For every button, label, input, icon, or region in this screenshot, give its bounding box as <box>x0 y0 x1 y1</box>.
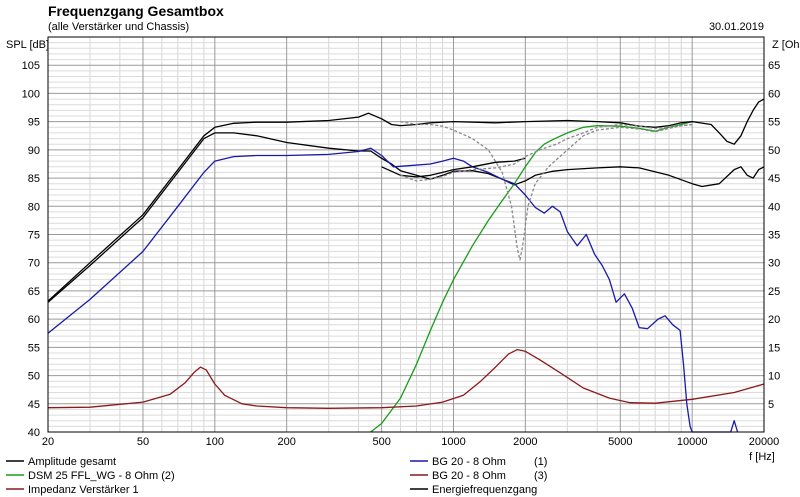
chart-subtitle: (alle Verstärker und Chassis) <box>48 21 189 33</box>
x-tick-label: 5000 <box>608 436 632 448</box>
series-lines <box>47 98 765 433</box>
legend-suffix-bg20-1: (1) <box>534 456 547 468</box>
series-line-2 <box>47 348 765 409</box>
y2-tick-label: 35 <box>768 230 780 242</box>
y-tick-label: 55 <box>28 342 40 354</box>
y-axis-label: SPL [dB] <box>6 39 49 51</box>
y2-tick-label: 25 <box>768 286 780 298</box>
y2-tick-label: 45 <box>768 173 780 185</box>
x-tick-label: 20 <box>42 436 54 448</box>
legend-label-energy: Energiefrequenzgang <box>432 484 537 496</box>
y2-tick-label: 55 <box>768 117 780 129</box>
series-line-6 <box>400 120 693 261</box>
y2-tick-label: 65 <box>768 60 780 72</box>
y2-tick-label: 10 <box>768 371 780 383</box>
y-tick-label: 70 <box>28 258 40 270</box>
y2-tick-label: 20 <box>768 314 780 326</box>
x-tick-label: 20000 <box>749 436 780 448</box>
x-tick-label: 2000 <box>513 436 537 448</box>
series-line-3 <box>47 147 739 433</box>
y2-tick-label: 50 <box>768 145 780 157</box>
y-tick-label: 75 <box>28 230 40 242</box>
y-tick-label: 40 <box>28 427 40 439</box>
legend-label-dsm25: DSM 25 FFL_WG - 8 Ohm (2) <box>28 470 175 482</box>
y2-tick-labels: 5 10 15 20 25 30 35 40 45 50 55 60 65 <box>768 60 780 411</box>
y-tick-label: 80 <box>28 201 40 213</box>
y2-tick-label: 30 <box>768 258 780 270</box>
x-tick-label: 50 <box>137 436 149 448</box>
legend-label-impedance: Impedanz Verstärker 1 <box>28 484 139 496</box>
y2-tick-label: 40 <box>768 201 780 213</box>
y-tick-label: 65 <box>28 286 40 298</box>
y-tick-label: 105 <box>22 60 40 72</box>
y-tick-label: 45 <box>28 399 40 411</box>
legend-label-bg20-3: BG 20 - 8 Ohm <box>432 470 506 482</box>
x-tick-label: 500 <box>372 436 390 448</box>
series-line-1 <box>370 120 693 433</box>
y-tick-labels: 40 45 50 55 60 65 70 75 80 85 90 95 100 105 <box>22 60 40 439</box>
y-tick-label: 100 <box>22 88 40 100</box>
series-line-4 <box>47 98 765 302</box>
x-tick-label: 10000 <box>677 436 708 448</box>
x-tick-labels: 20 50 100 200 500 1000 2000 5000 10000 20000 <box>42 436 779 448</box>
legend-label-bg20-1: BG 20 - 8 Ohm <box>432 456 506 468</box>
y2-tick-label: 15 <box>768 342 780 354</box>
y-tick-label: 60 <box>28 314 40 326</box>
series-line-0 <box>47 132 765 303</box>
x-axis-label: f [Hz] <box>749 451 775 463</box>
y-tick-label: 50 <box>28 371 40 383</box>
chart-date: 30.01.2019 <box>709 21 764 33</box>
y-tick-label: 90 <box>28 145 40 157</box>
legend-label-amplitude: Amplitude gesamt <box>28 456 116 468</box>
x-tick-label: 200 <box>277 436 295 448</box>
y-tick-label: 85 <box>28 173 40 185</box>
x-tick-label: 100 <box>206 436 224 448</box>
y2-tick-label: 60 <box>768 88 780 100</box>
y-tick-label: 95 <box>28 117 40 129</box>
chart-title: Frequenzgang Gesamtbox <box>48 3 224 19</box>
legend: Amplitude gesamt DSM 25 FFL_WG - 8 Ohm (… <box>6 456 547 496</box>
legend-suffix-bg20-3: (3) <box>534 470 547 482</box>
x-tick-label: 1000 <box>441 436 465 448</box>
y2-tick-label: 5 <box>768 399 774 411</box>
y2-axis-label: Z [Ohm] <box>772 39 800 51</box>
series-line-5 <box>381 157 526 178</box>
series-line-7 <box>400 123 693 182</box>
plot-frame <box>47 36 765 433</box>
